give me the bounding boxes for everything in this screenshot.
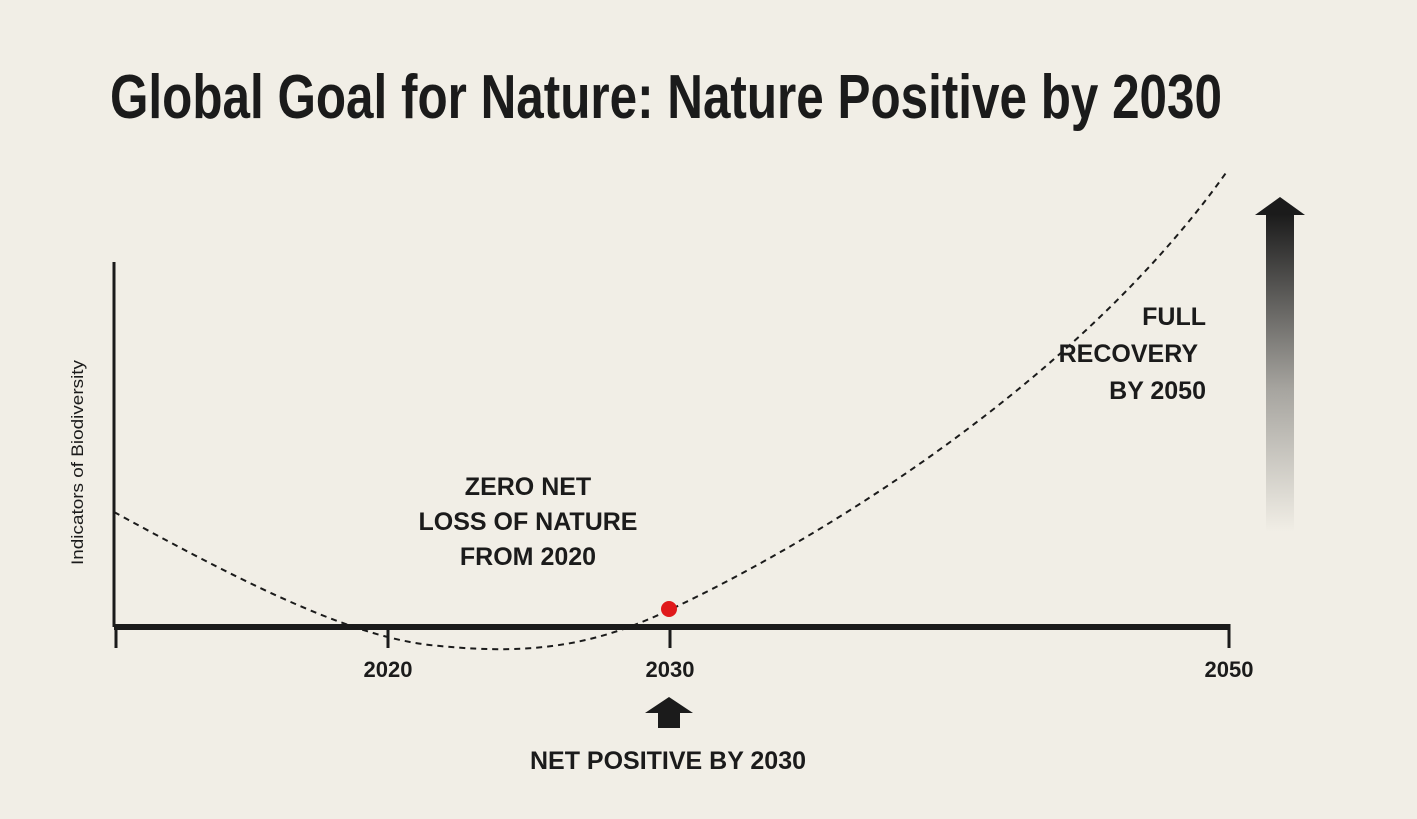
x-tick-label-2030: 2030	[646, 657, 695, 682]
annotation-zero-net-line-3: FROM 2020	[460, 543, 596, 571]
milestone-dot-2030	[661, 601, 677, 617]
annotation-zero-net-line-1: ZERO NET	[465, 473, 591, 501]
annotation-zero-net-line-2: LOSS OF NATURE	[419, 508, 638, 536]
y-axis-label: Indicators of Biodiversity	[68, 359, 87, 565]
chart-title: Global Goal for Nature: Nature Positive …	[110, 63, 1222, 132]
annotation-full-recovery-line-3: BY 2050	[1109, 377, 1206, 405]
annotation-full-recovery-line-1: FULL	[1142, 303, 1206, 331]
net-positive-arrow-icon	[645, 697, 693, 728]
biodiversity-trend-line	[113, 169, 1229, 651]
recovery-arrow-icon	[1255, 197, 1305, 532]
annotation-full-recovery-line-2: RECOVERY	[1059, 340, 1199, 368]
annotation-net-positive: NET POSITIVE BY 2030	[530, 747, 806, 775]
x-tick-label-2020: 2020	[364, 657, 413, 682]
x-tick-label-2050: 2050	[1205, 657, 1254, 682]
